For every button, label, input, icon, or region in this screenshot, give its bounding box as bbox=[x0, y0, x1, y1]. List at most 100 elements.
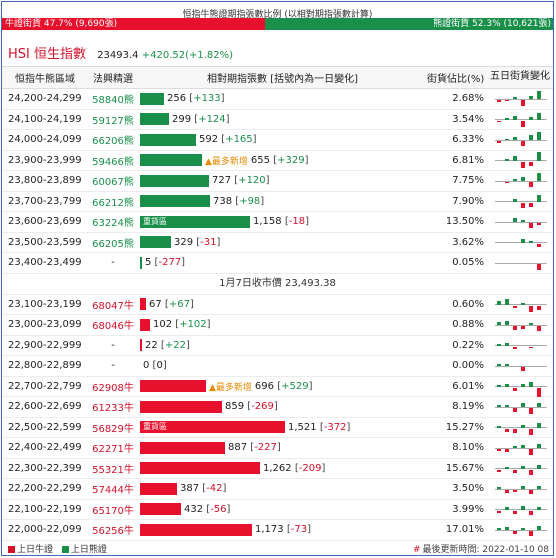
broker-code[interactable]: 65170牛 bbox=[92, 505, 134, 517]
sparkline-bar bbox=[505, 405, 509, 407]
broker-code[interactable]: 61233牛 bbox=[92, 403, 134, 415]
range-cell: 24,200-24,299 bbox=[8, 93, 82, 105]
broker-code[interactable]: 55321牛 bbox=[92, 464, 134, 476]
sparkline-bar bbox=[529, 96, 533, 99]
five-day-sparkline bbox=[487, 151, 553, 171]
bear-rows: 24,200-24,299 58840熊 256 [+133] 2.68% 24,100… bbox=[2, 89, 553, 274]
sparkline-bar bbox=[521, 528, 525, 530]
range-cell: 23,100-23,199 bbox=[8, 298, 82, 310]
five-day-sparkline bbox=[487, 233, 553, 253]
contracts-cell: 重貨區 1,158 [-18] bbox=[138, 212, 427, 232]
sparkline-bar bbox=[521, 445, 525, 448]
five-day-sparkline bbox=[487, 336, 553, 356]
contracts-change: 0 bbox=[156, 360, 163, 372]
range-cell: 23,000-23,099 bbox=[8, 319, 82, 331]
broker-code[interactable]: 66205熊 bbox=[92, 238, 134, 250]
sparkline-bar bbox=[505, 490, 509, 493]
broker-code[interactable]: 66206熊 bbox=[92, 136, 134, 148]
sparkline-bar bbox=[537, 132, 541, 140]
contracts-cell: 592 [+165] bbox=[138, 130, 427, 150]
bear-ratio-segment: 熊證街貨 52.3% (10,621張) bbox=[264, 18, 553, 30]
sparkline-bar bbox=[529, 240, 533, 243]
sparkline-bar bbox=[529, 531, 533, 536]
broker-code[interactable]: 66212熊 bbox=[92, 197, 134, 209]
contracts-change: +22 bbox=[164, 339, 186, 351]
contracts-cell: 299 [+124] bbox=[138, 110, 427, 130]
sparkline-bar bbox=[537, 194, 541, 202]
sparkline-bar bbox=[521, 367, 525, 371]
sparkline-bar bbox=[529, 381, 533, 387]
sparkline-bar bbox=[497, 343, 501, 346]
broker-code[interactable]: 58840熊 bbox=[92, 95, 134, 107]
contracts-bar bbox=[140, 482, 177, 495]
sparkline-bar bbox=[537, 112, 541, 120]
share-cell: 3.54% bbox=[452, 113, 484, 125]
share-cell: 3.50% bbox=[452, 483, 484, 495]
broker-code[interactable]: 68046牛 bbox=[92, 321, 134, 333]
sparkline-bar bbox=[521, 326, 525, 329]
sparkline-bar bbox=[513, 137, 517, 140]
sparkline-bar bbox=[521, 161, 525, 168]
contracts-cell: ▲最多新增 655 [+329] bbox=[138, 151, 427, 171]
sparkline-bar bbox=[505, 506, 509, 510]
contracts-value: 1,173 bbox=[255, 524, 284, 536]
sparkline-bar bbox=[521, 383, 525, 387]
sparkline-bar bbox=[513, 198, 517, 202]
sparkline-bar bbox=[521, 120, 525, 127]
contracts-bar bbox=[140, 133, 196, 146]
range-cell: 22,200-22,299 bbox=[8, 483, 82, 495]
contracts-change: +120 bbox=[238, 175, 266, 187]
sparkline-bar bbox=[537, 223, 541, 225]
share-cell: 7.75% bbox=[452, 175, 484, 187]
sparkline-bar bbox=[497, 487, 501, 489]
contracts-cell: 256 [+133] bbox=[138, 89, 427, 109]
contracts-bar bbox=[140, 92, 164, 105]
sparkline-bar bbox=[537, 506, 541, 510]
five-day-sparkline bbox=[487, 315, 553, 335]
five-day-sparkline bbox=[487, 110, 553, 130]
range-cell: 22,000-22,099 bbox=[8, 524, 82, 536]
legend-bull: 上日牛證 bbox=[17, 545, 54, 555]
contracts-change: -42 bbox=[206, 483, 223, 495]
range-cell: 24,100-24,199 bbox=[8, 113, 82, 125]
contracts-change: +98 bbox=[239, 195, 261, 207]
contracts-change: -18 bbox=[288, 216, 306, 228]
broker-code[interactable]: 68047牛 bbox=[92, 300, 134, 312]
sparkline-bar bbox=[497, 322, 501, 325]
broker-code[interactable]: 59127熊 bbox=[92, 115, 134, 127]
five-day-sparkline bbox=[487, 397, 553, 417]
header-contracts: 相對期指張數 [括號內為一日變化] bbox=[207, 74, 358, 85]
share-cell: 6.01% bbox=[452, 380, 484, 392]
five-day-sparkline bbox=[487, 520, 553, 540]
sparkline-bar bbox=[505, 117, 509, 120]
share-cell: 0.00% bbox=[452, 360, 484, 372]
table-row: 23,700-23,799 66212熊 738 [+98] 7.90% bbox=[2, 192, 553, 212]
sparkline-bar bbox=[505, 100, 509, 101]
sparkline-bar bbox=[537, 403, 541, 407]
broker-code[interactable]: 59466熊 bbox=[92, 156, 134, 168]
contracts-bar bbox=[140, 400, 222, 413]
broker-code[interactable]: 56829牛 bbox=[92, 423, 134, 435]
table-row: 22,800-22,899 - 0 [0] 0.00% bbox=[2, 356, 553, 377]
sparkline-bar bbox=[513, 97, 517, 99]
sparkline-bar bbox=[529, 135, 533, 140]
sparkline-bar bbox=[497, 425, 501, 428]
share-cell: 2.68% bbox=[452, 93, 484, 105]
sparkline-bar bbox=[513, 446, 517, 448]
bull-ratio-segment: 牛證街貨 47.7% (9,690張) bbox=[2, 18, 265, 30]
five-day-sparkline bbox=[487, 171, 553, 191]
broker-code[interactable]: 57444牛 bbox=[92, 485, 134, 497]
contracts-bar: 重貨區 bbox=[140, 421, 285, 434]
broker-code[interactable]: 60067熊 bbox=[92, 177, 134, 189]
broker-code[interactable]: 56256牛 bbox=[92, 526, 134, 538]
share-cell: 6.33% bbox=[452, 134, 484, 146]
contracts-cell: 5 [-277] bbox=[138, 253, 427, 273]
last-updated: # 最後更新時間: 2022-01-10 08 bbox=[412, 545, 549, 555]
broker-code[interactable]: 63224熊 bbox=[92, 218, 134, 230]
contracts-change: +133 bbox=[193, 93, 221, 105]
broker-code[interactable]: 62908牛 bbox=[92, 382, 134, 394]
range-cell: 23,900-23,999 bbox=[8, 154, 82, 166]
broker-code[interactable]: 62271牛 bbox=[92, 444, 134, 456]
sparkline-bar bbox=[521, 424, 525, 428]
contracts-value: 738 bbox=[213, 195, 233, 207]
